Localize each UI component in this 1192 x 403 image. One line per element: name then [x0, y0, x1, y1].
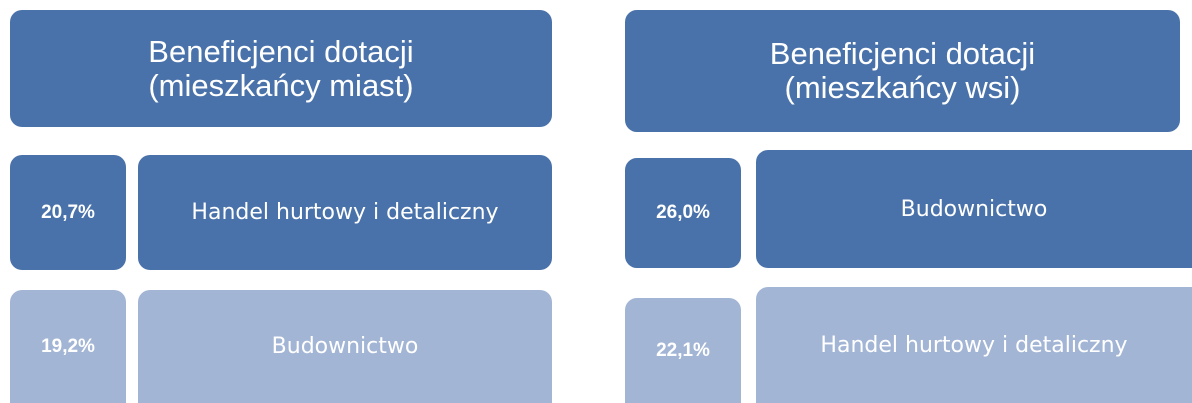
label: Budownictwo [271, 334, 419, 359]
percent: 26,0% [656, 202, 710, 223]
percent: 20,7% [41, 201, 95, 223]
header-line: (mieszkańcy wsi) [784, 70, 1021, 105]
percent-box: 22,1% [625, 298, 741, 403]
header-line: (mieszkańcy miast) [148, 67, 414, 103]
label: Handel hurtowy i detaliczny [191, 200, 499, 225]
header-box: Beneficjenci dotacji (mieszkańcy wsi) [625, 10, 1180, 132]
label: Handel hurtowy i detaliczny [820, 332, 1128, 358]
header-box: Beneficjenci dotacji (mieszkańcy miast) [10, 10, 552, 127]
label-box: Budownictwo [756, 150, 1192, 268]
percent-box: 19,2% [10, 290, 126, 403]
label: Budownictwo [900, 196, 1048, 222]
label-box: Handel hurtowy i detaliczny [756, 287, 1192, 403]
percent-box: 26,0% [625, 158, 741, 268]
header-line: Beneficjenci dotacji [148, 33, 414, 69]
label-box: Budownictwo [138, 290, 552, 403]
percent: 19,2% [41, 335, 95, 357]
label-box: Handel hurtowy i detaliczny [138, 155, 552, 270]
percent-box: 20,7% [10, 155, 126, 270]
header-line: Beneficjenci dotacji [769, 36, 1036, 71]
percent: 22,1% [656, 339, 710, 361]
